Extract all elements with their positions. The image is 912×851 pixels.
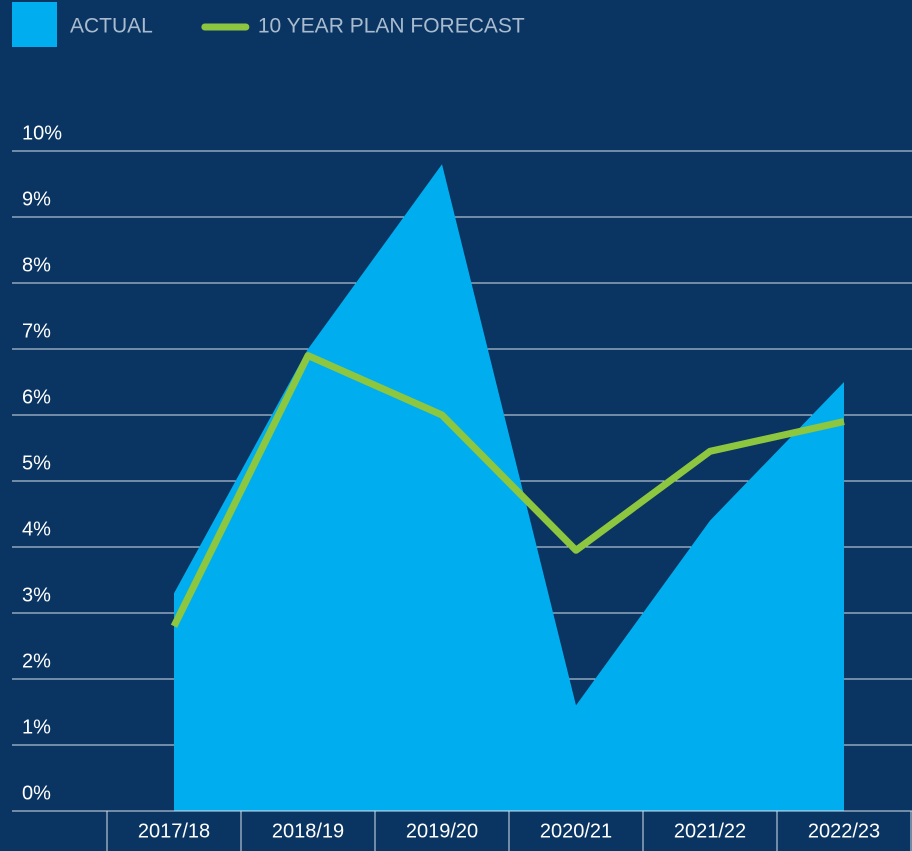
y-tick-label: 2% (22, 650, 51, 672)
y-tick-label: 5% (22, 452, 51, 474)
x-tick-label: 2019/20 (406, 820, 478, 842)
legend-swatch (12, 2, 57, 47)
y-tick-label: 9% (22, 188, 51, 210)
y-tick-label: 8% (22, 254, 51, 276)
y-tick-label: 7% (22, 320, 51, 342)
legend-label: 10 YEAR PLAN FORECAST (258, 15, 525, 38)
y-tick-label: 0% (22, 782, 51, 804)
line (170, 352, 845, 628)
x-tick-label: 2022/23 (808, 820, 880, 842)
y-tick-label: 6% (22, 386, 51, 408)
y-tick-label: 3% (22, 584, 51, 606)
y-tick-label: 1% (22, 716, 51, 738)
legend-label: ACTUAL (70, 15, 153, 38)
y-tick-label: 10% (22, 122, 62, 144)
x-tick-label: 2017/18 (138, 820, 210, 842)
x-tick-label: 2020/21 (540, 820, 612, 842)
x-tick-label: 2018/19 (272, 820, 344, 842)
x-tick-label: 2021/22 (674, 820, 746, 842)
y-tick-label: 4% (22, 518, 51, 540)
